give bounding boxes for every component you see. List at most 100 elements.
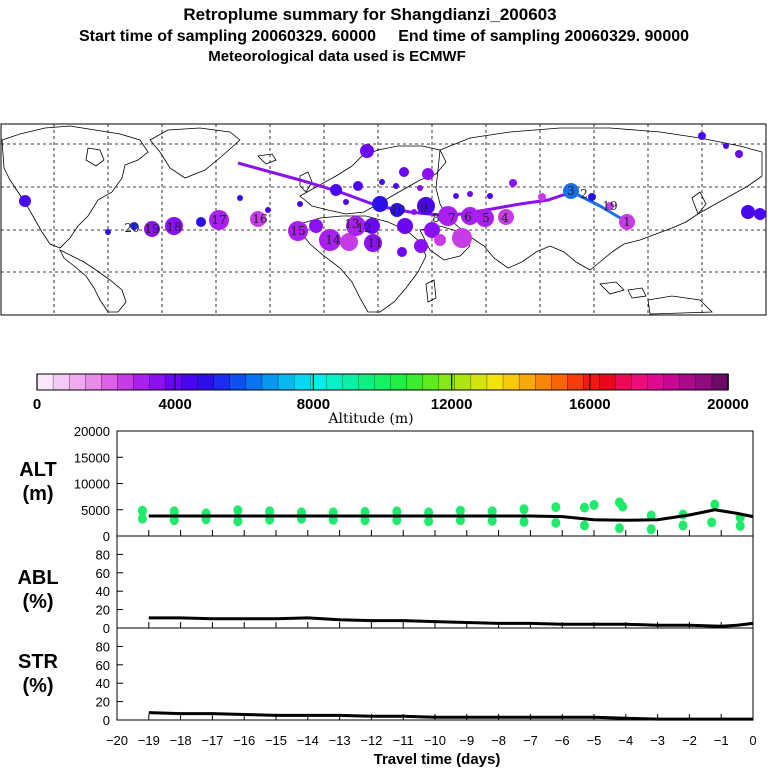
colorbar-cell-16 xyxy=(293,373,311,391)
plume-blob-24 xyxy=(424,222,440,238)
colorbar-cell-28 xyxy=(486,373,504,391)
abl-label-top: ABL xyxy=(17,567,58,589)
alt-ytick-label-3: 15000 xyxy=(74,450,110,465)
title-line1: Retroplume summary for Shangdianzi_20060… xyxy=(183,5,556,24)
abl-label-bottom: (%) xyxy=(22,591,53,613)
alt-ytick-label-0: 0 xyxy=(103,529,110,544)
x-axis: −20 −19 −18 −17 −16 −15 −14 −13 −12 −11 −10 −9 −8 −7−… xyxy=(106,530,757,748)
alt-point-0 xyxy=(137,513,147,524)
plume-blob-11 xyxy=(340,233,358,251)
plume-blob-30 xyxy=(414,239,428,253)
colorbar: 0 4000 8000 12000 16000 20000 Altitude (m) xyxy=(33,373,749,427)
plume-blob-25 xyxy=(438,206,458,226)
alt-point-20 xyxy=(455,515,465,526)
plume-blob-42 xyxy=(741,205,755,219)
plume-blob-1 xyxy=(105,229,111,235)
plume-blob-4 xyxy=(165,217,183,235)
str-ytick-label-3: 60 xyxy=(96,658,110,673)
colorbar-tick-label-0: 0 xyxy=(33,396,41,413)
map-grid xyxy=(1,124,766,315)
colorbar-cell-40 xyxy=(679,373,697,391)
alt-point-36 xyxy=(678,520,688,531)
x-tick-label-6: −14 xyxy=(297,733,319,748)
plume-blob-52 xyxy=(297,201,303,207)
x-tick-label-14: −6 xyxy=(555,733,570,748)
colorbar-cell-21 xyxy=(374,373,392,391)
plume-blob-2 xyxy=(130,222,138,230)
alt-point-22 xyxy=(487,515,497,526)
plume-blob-8 xyxy=(288,221,308,241)
day-marker-19: 19 xyxy=(144,222,159,236)
title-line2: Start time of sampling 20060329. 60000 E… xyxy=(79,28,689,45)
alt-point-18 xyxy=(424,516,434,527)
alt-label-top: ALT xyxy=(19,459,56,481)
x-tick-label-17: −3 xyxy=(650,733,665,748)
plume-blob-47 xyxy=(467,191,473,197)
alt-point-33 xyxy=(618,501,628,512)
plume-blob-9 xyxy=(309,219,323,233)
alt-point-38 xyxy=(707,517,717,528)
alt-point-40 xyxy=(735,521,745,532)
plume-blob-36 xyxy=(588,193,596,201)
alt-point-6 xyxy=(233,516,243,527)
colorbar-cell-18 xyxy=(326,373,344,391)
day-marker-1: 1 xyxy=(623,215,631,229)
plume-blob-44 xyxy=(379,179,385,185)
day-marker-16: 16 xyxy=(252,212,267,226)
colorbar-cell-8 xyxy=(165,373,183,391)
colorbar-tick-label-1: 4000 xyxy=(159,396,192,413)
day-marker-12: 12 xyxy=(356,221,371,235)
x-tick-label-8: −12 xyxy=(360,733,382,748)
plume-blob-41 xyxy=(735,150,743,158)
x-tick-label-5: −15 xyxy=(265,733,287,748)
plume-blob-21 xyxy=(390,203,404,217)
colorbar-cell-19 xyxy=(342,373,360,391)
plume-blob-33 xyxy=(509,179,517,187)
x-tick-label-0: −20 xyxy=(106,733,128,748)
plume-blob-22 xyxy=(397,218,413,234)
alt-point-7 xyxy=(233,505,243,516)
plume-blob-16 xyxy=(399,167,409,177)
str-label-bottom: (%) xyxy=(22,675,53,697)
plume-blob-0 xyxy=(19,195,31,207)
alt-point-39 xyxy=(710,499,720,510)
colorbar-cell-34 xyxy=(583,373,601,391)
x-tick-label-19: −1 xyxy=(714,733,729,748)
colorbar-cell-0 xyxy=(36,373,54,391)
abl-panel: ABL (%) xyxy=(17,535,754,629)
x-tick-label-10: −10 xyxy=(424,733,446,748)
colorbar-cell-4 xyxy=(101,373,119,391)
colorbar-cell-2 xyxy=(68,373,86,391)
x-tick-label-2: −18 xyxy=(170,733,192,748)
colorbar-cell-22 xyxy=(390,373,408,391)
colorbar-cell-32 xyxy=(551,373,569,391)
abl-ytick-label-4: 80 xyxy=(96,547,110,562)
plume-blob-20 xyxy=(372,196,388,212)
day-marker-14: 14 xyxy=(325,233,341,247)
day-marker-20: 20 xyxy=(124,221,139,235)
colorbar-cell-42 xyxy=(711,373,729,391)
plume-blob-38 xyxy=(619,214,635,230)
colorbar-cell-10 xyxy=(197,373,215,391)
colorbar-cell-33 xyxy=(567,373,585,391)
alt-point-31 xyxy=(614,523,624,534)
colorbar-cell-5 xyxy=(117,373,135,391)
colorbar-cell-23 xyxy=(406,373,424,391)
alt-point-30 xyxy=(589,500,599,511)
x-tick-label-3: −17 xyxy=(201,733,223,748)
plume-blob-12 xyxy=(346,216,366,236)
plume-blob-53 xyxy=(411,209,417,215)
colorbar-cell-36 xyxy=(615,373,633,391)
str-label-top: STR xyxy=(18,651,59,673)
alt-point-3 xyxy=(169,506,179,517)
alt-point-2 xyxy=(169,515,179,526)
colorbar-cell-37 xyxy=(631,373,649,391)
alt-point-14 xyxy=(360,515,370,526)
alt-point-23 xyxy=(487,506,497,517)
plume-blob-5 xyxy=(196,217,206,227)
plume-blob-29 xyxy=(498,209,514,225)
alt-point-34 xyxy=(646,524,656,535)
colorbar-cell-13 xyxy=(245,373,263,391)
